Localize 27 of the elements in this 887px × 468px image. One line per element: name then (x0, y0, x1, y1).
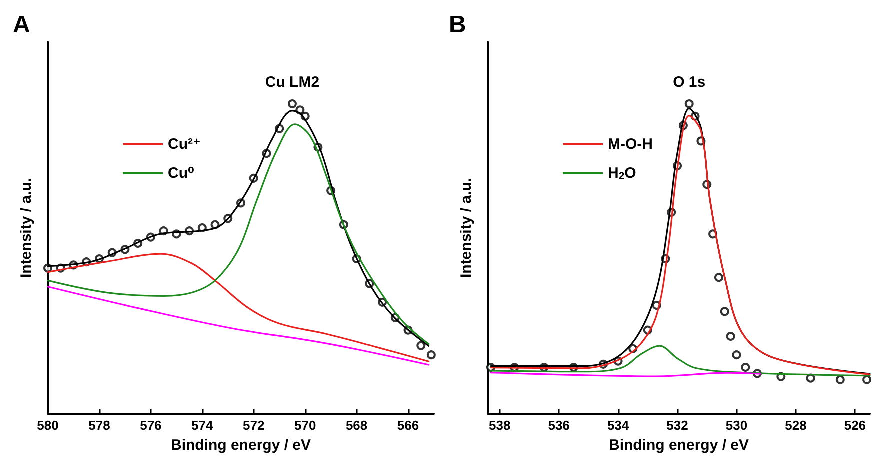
x-axis-title: Binding energy / eV (608, 437, 750, 454)
x-tick-label: 536 (548, 418, 570, 433)
x-tick-label: 566 (397, 418, 420, 433)
legend-label: Cu⁰ (168, 165, 195, 182)
x-tick-label: 570 (294, 418, 316, 433)
x-tick-label: 574 (192, 418, 214, 433)
x-tick-label: 532 (666, 418, 688, 433)
y-axis-title: Intensity / a.u. (18, 178, 35, 278)
x-axis-title: Binding energy / eV (170, 437, 312, 454)
y-axis-title: Intensity / a.u. (458, 178, 475, 278)
text: O 1s (673, 74, 706, 91)
legend-label: Cu²⁺ (168, 136, 201, 153)
x-tick-label: 526 (844, 418, 866, 433)
legend-label: H2O (608, 165, 637, 182)
x-tick-label: 578 (88, 418, 110, 433)
x-tick-label: 534 (607, 418, 630, 433)
x-tick-label: 568 (346, 418, 368, 433)
x-tick-label: 530 (726, 418, 748, 433)
x-tick-label: 580 (37, 418, 59, 433)
x-tick-label: 528 (785, 418, 807, 433)
chart-title: B (449, 12, 466, 38)
legend-label: M-O-H (608, 136, 653, 153)
x-tick-label: 572 (243, 418, 265, 433)
x-tick-label: 538 (488, 418, 511, 433)
x-tick-label: 576 (140, 418, 162, 433)
chart-title: A (13, 12, 30, 38)
text: Cu LM2 (265, 74, 320, 91)
